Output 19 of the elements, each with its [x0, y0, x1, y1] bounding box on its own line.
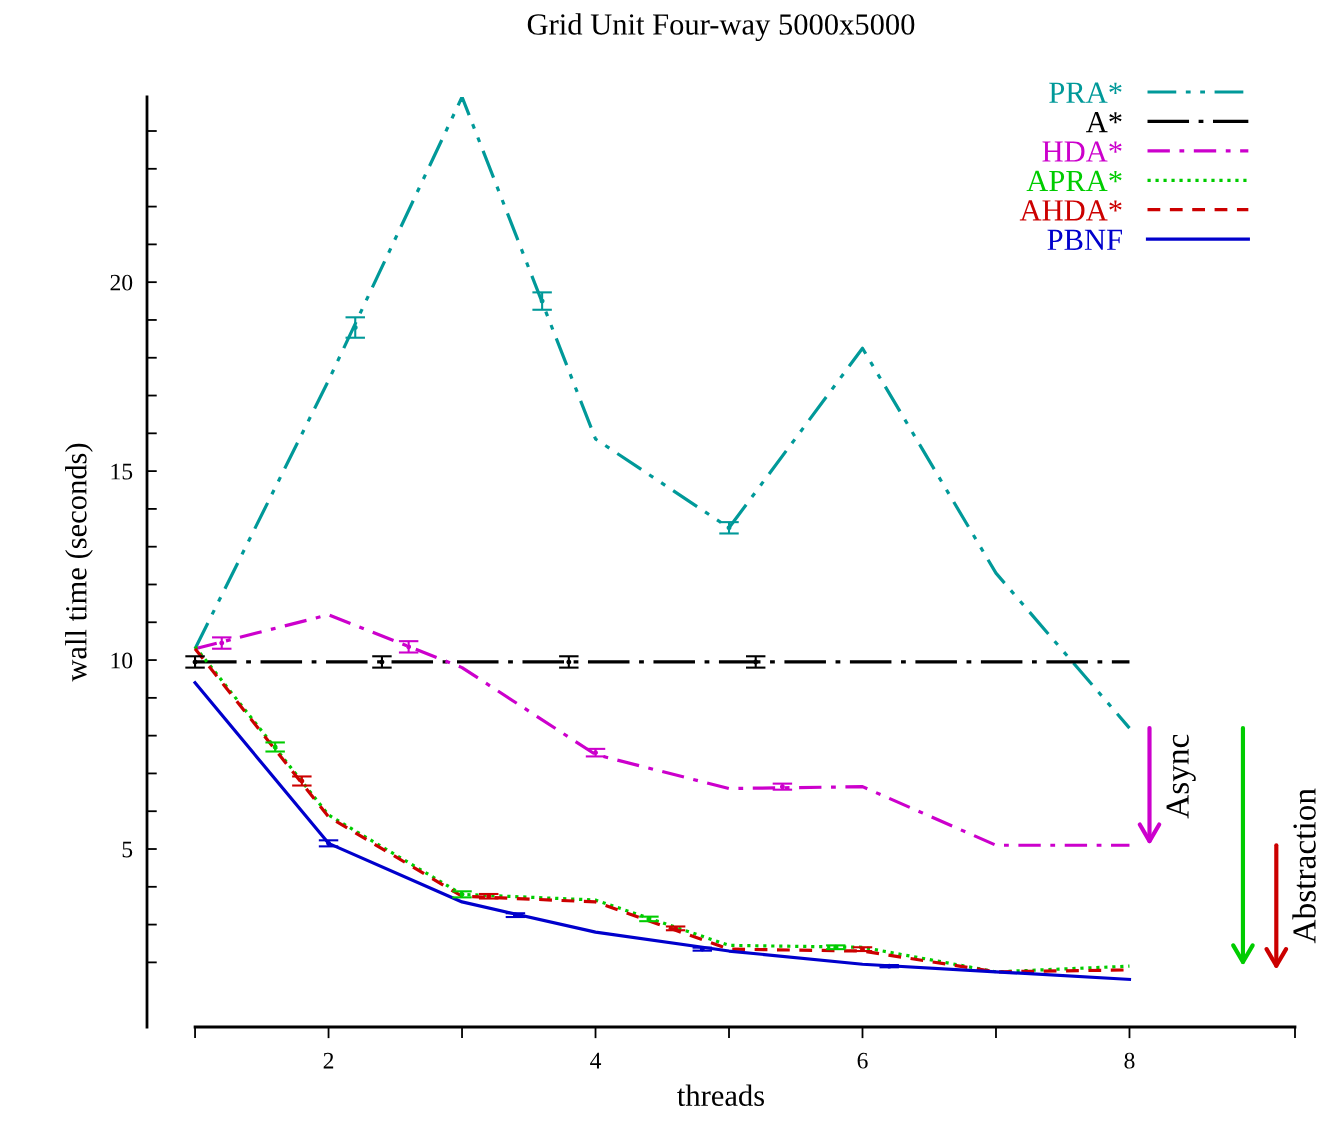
legend-label: APRA*	[1026, 170, 1122, 191]
y-axis-title: wall time (seconds)	[65, 443, 93, 682]
legend-label: PRA*	[1049, 82, 1122, 103]
legend-label: PBNF	[1047, 229, 1122, 250]
x-tick-label: 6	[857, 1052, 868, 1069]
x-tick-label: 8	[1124, 1052, 1135, 1069]
legend-label: AHDA*	[1019, 200, 1122, 221]
annotation: Async	[1166, 734, 1196, 819]
x-tick-label: 2	[323, 1052, 334, 1069]
chart-title: Grid Unit Four-way 5000x5000	[527, 13, 915, 42]
y-tick-label: 15	[111, 463, 133, 480]
x-tick-label: 4	[590, 1052, 602, 1069]
legend-label: HDA*	[1042, 141, 1122, 162]
y-tick-label: 20	[110, 274, 133, 291]
legend-label: A*	[1086, 111, 1122, 133]
annotation: Abstraction	[1292, 788, 1316, 944]
x-axis-title: threads	[677, 1084, 765, 1107]
y-tick-label: 10	[111, 652, 133, 669]
y-tick-label: 5	[122, 841, 133, 858]
